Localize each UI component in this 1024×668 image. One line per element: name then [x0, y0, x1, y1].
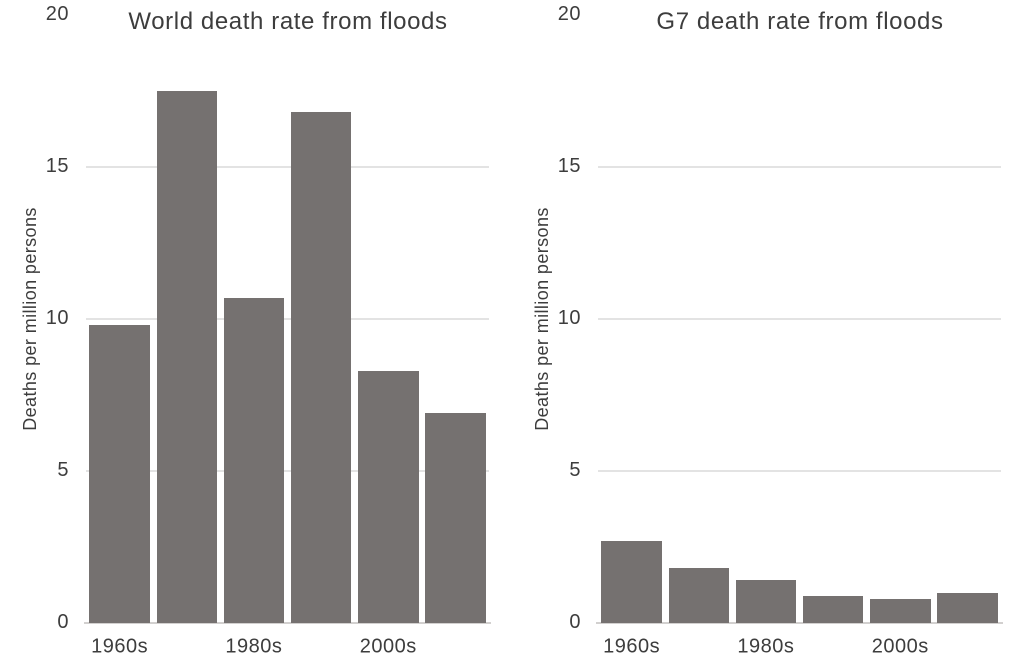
- world-flood-chart-panel: World death rate from floods Deaths per …: [20, 3, 491, 658]
- bar-2010s: [937, 592, 998, 623]
- bar-2000s: [358, 370, 419, 623]
- gridline-10: [86, 318, 489, 320]
- x-tick-label-1960s: 1960s: [91, 635, 149, 658]
- gridline-5: [598, 470, 1001, 472]
- bar-2010s: [425, 413, 486, 623]
- bar-1970s: [156, 91, 217, 623]
- x-tick-label-1960s: 1960s: [603, 635, 661, 658]
- y-tick-label-5: 5: [569, 459, 581, 482]
- y-tick-label-15: 15: [45, 155, 69, 178]
- chart-title: World death rate from floods: [128, 8, 448, 35]
- g7-flood-chart-panel: G7 death rate from floods Deaths per mil…: [512, 0, 1024, 668]
- x-tick-label-2000s: 2000s: [871, 635, 929, 658]
- chart-title: G7 death rate from floods: [656, 8, 944, 35]
- plot-area: 0 5 10 15 20 1960s 1980s 2000s: [512, 0, 1024, 668]
- bar-1960s: [601, 540, 662, 623]
- bar-1990s: [802, 595, 864, 623]
- x-tick-label-1980s: 1980s: [737, 635, 795, 658]
- y-tick-label-10: 10: [45, 307, 69, 330]
- x-tick-label-1980s: 1980s: [225, 635, 283, 658]
- y-tick-label-5: 5: [57, 459, 69, 482]
- x-axis-line: [84, 622, 491, 624]
- y-tick-label-0: 0: [57, 611, 69, 634]
- bar-1990s: [290, 112, 352, 623]
- bar-1980s: [735, 580, 797, 623]
- y-tick-label-20: 20: [45, 3, 69, 26]
- bar-1960s: [89, 325, 150, 623]
- gridline-15: [86, 166, 489, 168]
- y-tick-label-15: 15: [557, 155, 581, 178]
- bar-1970s: [668, 568, 729, 623]
- x-tick-label-2000s: 2000s: [359, 635, 417, 658]
- gridline-5: [86, 470, 489, 472]
- y-tick-label-0: 0: [569, 611, 581, 634]
- plot-area: 0 5 10 15 20 1960s 1980s 2000s: [45, 3, 491, 658]
- gridline-15: [598, 166, 1001, 168]
- gridline-10: [598, 318, 1001, 320]
- y-tick-label-10: 10: [557, 307, 581, 330]
- bar-2000s: [870, 598, 931, 623]
- y-tick-label-20: 20: [557, 3, 581, 26]
- x-axis-line: [596, 622, 1003, 624]
- bar-1980s: [223, 297, 285, 623]
